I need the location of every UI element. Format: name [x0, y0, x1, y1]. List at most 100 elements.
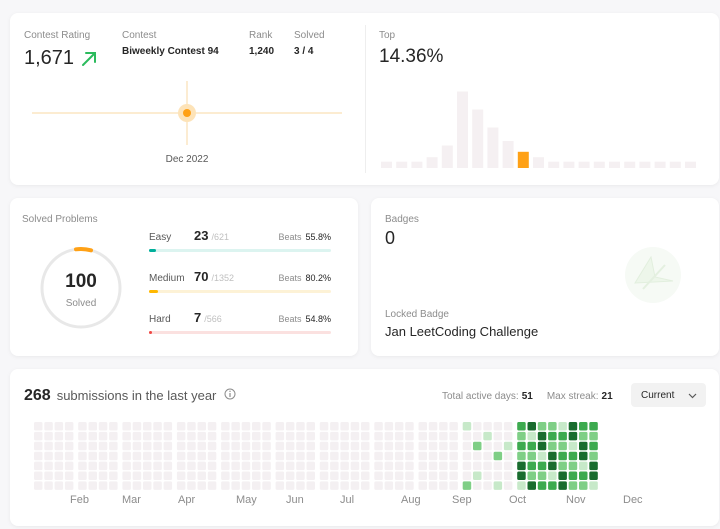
heatmap-cell[interactable]	[296, 431, 305, 441]
heatmap-cell[interactable]	[54, 481, 64, 490]
heatmap-cell[interactable]	[418, 451, 428, 461]
heatmap-cell[interactable]	[54, 431, 64, 441]
heatmap-cell[interactable]	[503, 461, 513, 471]
heatmap-cell[interactable]	[340, 441, 349, 451]
heatmap-cell[interactable]	[493, 431, 503, 441]
heatmap-cell[interactable]	[428, 481, 438, 490]
heatmap-cell[interactable]	[132, 451, 142, 461]
heatmap-cell[interactable]	[579, 461, 588, 471]
heatmap-cell[interactable]	[241, 481, 251, 490]
heatmap-cell[interactable]	[78, 451, 87, 461]
heatmap-cell[interactable]	[143, 471, 152, 481]
heatmap-cell[interactable]	[503, 481, 513, 490]
heatmap-cell[interactable]	[517, 461, 526, 471]
heatmap-cell[interactable]	[493, 451, 503, 461]
heatmap-cell[interactable]	[143, 431, 152, 441]
heatmap-cell[interactable]	[449, 451, 458, 461]
heatmap-cell[interactable]	[361, 441, 370, 451]
heatmap-cell[interactable]	[503, 471, 513, 481]
heatmap-cell[interactable]	[163, 422, 173, 431]
heatmap-cell[interactable]	[405, 431, 414, 441]
heatmap-cell[interactable]	[394, 471, 404, 481]
heatmap-cell[interactable]	[579, 422, 588, 431]
heatmap-cell[interactable]	[428, 471, 438, 481]
heatmap-cell[interactable]	[54, 422, 64, 431]
heatmap-cell[interactable]	[109, 422, 118, 431]
heatmap-cell[interactable]	[537, 471, 547, 481]
heatmap-cell[interactable]	[197, 481, 207, 490]
heatmap-cell[interactable]	[568, 461, 578, 471]
heatmap-cell[interactable]	[439, 481, 448, 490]
heatmap-cell[interactable]	[88, 441, 98, 451]
heatmap-cell[interactable]	[330, 471, 339, 481]
heatmap-cell[interactable]	[296, 441, 305, 451]
heatmap-cell[interactable]	[558, 481, 567, 490]
heatmap-cell[interactable]	[384, 441, 394, 451]
heatmap-cell[interactable]	[449, 441, 458, 451]
heatmap-cell[interactable]	[132, 481, 142, 490]
heatmap-cell[interactable]	[374, 441, 383, 451]
heatmap-cell[interactable]	[579, 471, 588, 481]
heatmap-cell[interactable]	[428, 451, 438, 461]
heatmap-cell[interactable]	[589, 451, 598, 461]
heatmap-cell[interactable]	[405, 471, 414, 481]
heatmap-cell[interactable]	[361, 471, 370, 481]
heatmap-cell[interactable]	[176, 461, 186, 471]
heatmap-cell[interactable]	[306, 431, 316, 441]
heatmap-cell[interactable]	[34, 422, 43, 431]
heatmap-cell[interactable]	[558, 461, 567, 471]
info-icon[interactable]	[224, 388, 236, 400]
heatmap-cell[interactable]	[221, 451, 230, 461]
heatmap-cell[interactable]	[537, 441, 547, 451]
heatmap-cell[interactable]	[54, 471, 64, 481]
heatmap-cell[interactable]	[483, 431, 492, 441]
heatmap-cell[interactable]	[54, 451, 64, 461]
heatmap-cell[interactable]	[176, 471, 186, 481]
heatmap-cell[interactable]	[350, 441, 360, 451]
heatmap-cell[interactable]	[558, 422, 567, 431]
histogram-bar[interactable]	[441, 145, 453, 169]
heatmap-cell[interactable]	[361, 422, 370, 431]
heatmap-cell[interactable]	[361, 431, 370, 441]
heatmap-cell[interactable]	[98, 461, 108, 471]
heatmap-cell[interactable]	[473, 451, 482, 461]
heatmap-cell[interactable]	[493, 461, 503, 471]
histogram-bar[interactable]	[578, 161, 590, 168]
heatmap-cell[interactable]	[262, 431, 271, 441]
heatmap-cell[interactable]	[132, 471, 142, 481]
heatmap-cell[interactable]	[275, 471, 285, 481]
heatmap-cell[interactable]	[241, 422, 251, 431]
heatmap-cell[interactable]	[163, 431, 173, 441]
heatmap-cell[interactable]	[306, 461, 316, 471]
heatmap-cell[interactable]	[88, 461, 98, 471]
heatmap-cell[interactable]	[252, 461, 261, 471]
heatmap-cell[interactable]	[428, 422, 438, 431]
heatmap-cell[interactable]	[405, 441, 414, 451]
heatmap-cell[interactable]	[439, 431, 448, 441]
heatmap-cell[interactable]	[384, 451, 394, 461]
heatmap-cell[interactable]	[109, 481, 118, 490]
heatmap-cell[interactable]	[64, 422, 74, 431]
heatmap-cell[interactable]	[493, 441, 503, 451]
submission-heatmap[interactable]	[34, 419, 714, 505]
heatmap-cell[interactable]	[252, 481, 261, 490]
histogram-bar[interactable]	[411, 161, 423, 168]
heatmap-cell[interactable]	[483, 471, 492, 481]
heatmap-cell[interactable]	[306, 481, 316, 490]
heatmap-cell[interactable]	[517, 481, 526, 490]
heatmap-cell[interactable]	[285, 481, 295, 490]
heatmap-cell[interactable]	[262, 441, 271, 451]
histogram-bar[interactable]	[502, 141, 514, 168]
heatmap-cell[interactable]	[153, 461, 162, 471]
heatmap-cell[interactable]	[340, 471, 349, 481]
heatmap-cell[interactable]	[473, 441, 482, 451]
heatmap-cell[interactable]	[527, 431, 537, 441]
heatmap-cell[interactable]	[439, 422, 448, 431]
heatmap-cell[interactable]	[330, 431, 339, 441]
heatmap-cell[interactable]	[589, 471, 598, 481]
heatmap-cell[interactable]	[197, 451, 207, 461]
heatmap-cell[interactable]	[517, 422, 526, 431]
heatmap-cell[interactable]	[88, 471, 98, 481]
heatmap-cell[interactable]	[153, 451, 162, 461]
heatmap-cell[interactable]	[285, 471, 295, 481]
